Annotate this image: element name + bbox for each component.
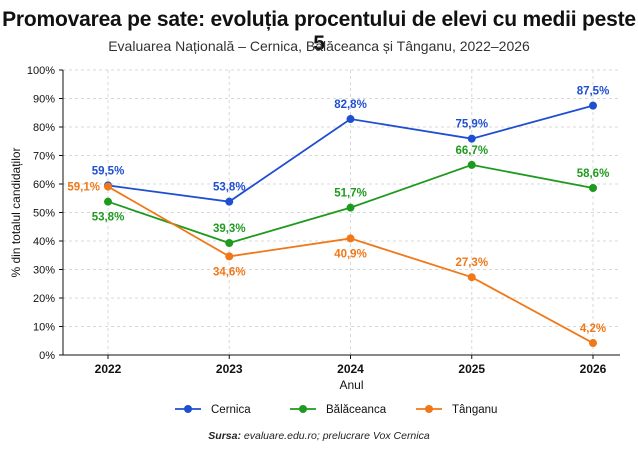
- data-point: [346, 203, 355, 212]
- data-point: [104, 197, 112, 206]
- x-tick-label: 2025: [458, 362, 485, 376]
- data-label: 27,3%: [455, 257, 488, 269]
- data-label: 40,9%: [334, 248, 367, 260]
- data-point: [346, 115, 355, 124]
- data-label: 87,5%: [577, 86, 610, 98]
- legend-item-bălăceanca: Bălăceanca: [290, 404, 387, 416]
- legend-marker: [425, 405, 433, 413]
- data-point: [104, 182, 112, 191]
- y-tick-label: 90%: [33, 94, 55, 106]
- legend-marker: [184, 405, 192, 413]
- data-label: 51,7%: [334, 188, 367, 200]
- data-point: [589, 339, 597, 348]
- y-tick-label: 20%: [33, 293, 55, 305]
- x-axis-title: Anul: [339, 378, 363, 392]
- x-tick-label: 2023: [216, 362, 243, 376]
- data-label: 39,3%: [213, 223, 246, 235]
- data-point: [225, 197, 234, 206]
- source-text: evaluare.edu.ro; prelucrare Vox Cernica: [243, 430, 430, 442]
- data-label: 53,8%: [92, 212, 125, 224]
- x-tick-label: 2022: [95, 362, 122, 376]
- legend: Cernica Bălăceanca Tânganu: [175, 404, 497, 416]
- legend-item-tânganu: Tânganu: [416, 404, 497, 416]
- data-point: [467, 160, 476, 169]
- legend-label: Bălăceanca: [326, 404, 387, 416]
- data-label: 59,1%: [67, 182, 100, 194]
- axes: 0% 10% 20% 30% 40% 50% 60% 70% 80% 90% 100% 2022 202…: [9, 65, 620, 392]
- y-tick-label: 80%: [33, 122, 55, 134]
- source-label: Sursa:: [208, 430, 241, 442]
- legend-label: Tânganu: [452, 404, 497, 416]
- series-group: [104, 101, 597, 348]
- data-point: [346, 234, 355, 243]
- data-label: 53,8%: [213, 182, 246, 194]
- y-tick-label: 60%: [33, 179, 55, 191]
- legend-item-cernica: Cernica: [175, 404, 251, 416]
- y-tick-label: 100%: [27, 65, 55, 77]
- x-tick-label: 2024: [337, 362, 364, 376]
- data-label: 66,7%: [455, 145, 488, 157]
- y-tick-label: 50%: [33, 208, 55, 220]
- chart-subtitle: Evaluarea Națională – Cernica, Bălăceanc…: [108, 38, 530, 54]
- legend-label: Cernica: [211, 404, 251, 416]
- chart-title: Promovarea pe sate: evoluția procentului…: [2, 8, 636, 55]
- data-labels: 59,5% 53,8% 82,8% 75,9% 87,5% 53,8% 39,3% 51,7%…: [67, 86, 609, 335]
- data-point: [589, 101, 597, 110]
- y-tick-label: 0%: [39, 350, 55, 362]
- y-tick-label: 30%: [33, 265, 55, 277]
- source-note: Sursa: evaluare.edu.ro; prelucrare Vox C…: [0, 430, 638, 442]
- data-point: [467, 273, 476, 282]
- data-point: [225, 238, 234, 247]
- y-tick-label: 70%: [33, 151, 55, 163]
- legend-marker: [299, 405, 307, 413]
- data-label: 4,2%: [580, 323, 606, 335]
- y-axis-title: % din totalul candidaților: [9, 147, 23, 277]
- data-label: 58,6%: [577, 168, 610, 180]
- data-point: [467, 134, 476, 143]
- data-point: [589, 183, 597, 192]
- x-tick-label: 2026: [580, 362, 607, 376]
- data-label: 59,5%: [92, 165, 125, 177]
- data-point: [225, 252, 234, 261]
- data-label: 34,6%: [213, 266, 246, 278]
- y-tick-label: 10%: [33, 322, 55, 334]
- data-label: 75,9%: [455, 119, 488, 131]
- data-label: 82,8%: [334, 99, 367, 111]
- y-tick-label: 40%: [33, 236, 55, 248]
